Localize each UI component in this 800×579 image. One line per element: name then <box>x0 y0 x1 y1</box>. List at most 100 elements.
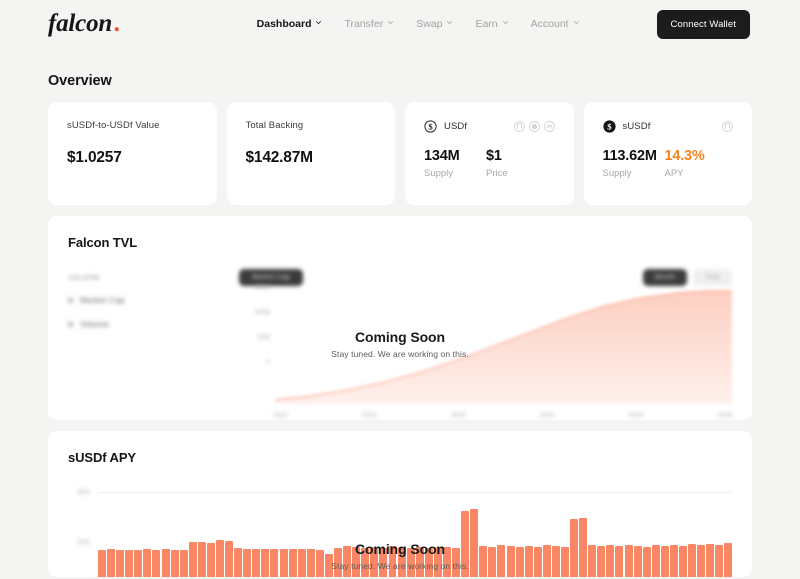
apy-bar <box>197 541 206 577</box>
apy-bar <box>615 546 624 577</box>
chart-title-apy: sUSDf APY <box>68 450 136 465</box>
apy-bar <box>651 545 660 577</box>
apy-bar <box>642 546 651 577</box>
apy-bar <box>588 545 597 577</box>
apy-bar <box>660 546 669 577</box>
connect-wallet-button[interactable]: Connect Wallet <box>656 10 750 39</box>
apy-bar <box>261 549 270 577</box>
apy-bar <box>143 549 152 577</box>
apy-bar <box>579 517 588 577</box>
legend-swatch-icon <box>68 297 73 303</box>
token-header: $ USDf <box>424 120 555 133</box>
apy-bar <box>152 549 161 577</box>
card-label: sUSDf-to-USDf Value <box>67 120 160 131</box>
dollar-coin-filled-icon: $ <box>602 120 616 133</box>
apy-bar <box>179 549 188 577</box>
svg-text:$: $ <box>428 121 433 131</box>
chevron-down-icon <box>573 19 580 26</box>
metric-value: 113.62M <box>602 148 657 164</box>
apy-bar <box>470 509 479 577</box>
chart-title-tvl: Falcon TVL <box>68 235 138 250</box>
nav-item-earn[interactable]: Earn <box>475 18 508 30</box>
falcon-tvl-card: Falcon TVL 142.87M Market Cap Volume Mar… <box>48 216 752 420</box>
metric-price: $1 Price <box>486 148 508 179</box>
legend-total-value: 142.87M <box>68 273 100 282</box>
tvl-range-toggles: Month Year <box>642 269 732 286</box>
chevron-down-icon <box>502 19 509 26</box>
tvl-range-month[interactable]: Month <box>642 269 688 286</box>
metric-value: $1 <box>486 148 502 164</box>
apy-bar <box>415 546 424 577</box>
y-tick: 50M <box>257 334 270 341</box>
apy-gridline <box>98 492 732 493</box>
apy-bar <box>406 548 415 577</box>
y-tick: 30% <box>76 489 90 496</box>
metric-label: Price <box>486 168 508 179</box>
apy-bar <box>161 549 170 577</box>
card-value: $1.0257 <box>67 149 122 166</box>
apy-bar <box>315 549 324 577</box>
apy-bar <box>243 548 252 577</box>
apy-bar <box>551 546 560 577</box>
nav-item-account[interactable]: Account <box>531 18 580 30</box>
x-tick: 2023 <box>361 412 377 419</box>
apy-bar <box>669 544 678 577</box>
apy-bar <box>524 545 533 577</box>
overview-cards: sUSDf-to-USDf Value $1.0257 Total Backin… <box>48 102 752 205</box>
apy-bar <box>479 545 488 577</box>
nav-label-earn: Earn <box>475 17 498 30</box>
token-name: USDf <box>444 121 468 132</box>
apy-bar <box>216 539 224 577</box>
chain-badge-icon <box>722 121 733 132</box>
card-value: $142.87M <box>245 149 314 166</box>
apy-bar <box>334 547 343 577</box>
nav-label-account: Account <box>530 17 569 30</box>
apy-bar <box>497 545 506 577</box>
apy-bar <box>252 548 261 577</box>
apy-bar <box>697 545 706 577</box>
logo-text: falcon <box>48 10 113 37</box>
apy-bar <box>624 544 633 577</box>
apy-bar <box>515 547 524 577</box>
metric-value: 14.3% <box>664 148 705 164</box>
chevron-down-icon <box>315 19 322 26</box>
legend-item-market-cap[interactable]: Market Cap <box>68 295 218 305</box>
apy-bar <box>597 546 606 577</box>
x-tick: 2024 <box>539 412 555 419</box>
nav-item-dashboard[interactable]: Dashboard <box>257 18 323 30</box>
apy-bar <box>116 550 125 577</box>
apy-bar <box>324 553 333 577</box>
svg-text:$: $ <box>607 122 612 132</box>
token-identity: $ USDf <box>424 120 467 133</box>
token-identity: $ sUSDf <box>602 120 651 133</box>
apy-bar <box>379 547 388 577</box>
nav-label-swap: Swap <box>416 17 443 30</box>
tvl-legend: 142.87M Market Cap Volume <box>68 273 218 343</box>
nav-item-swap[interactable]: Swap <box>416 18 453 30</box>
token-name: sUSDf <box>622 121 651 132</box>
y-tick: 10% <box>76 539 90 546</box>
apy-bar <box>506 546 515 577</box>
apy-bar <box>433 546 442 577</box>
falcon-logo[interactable]: falcon. <box>48 11 120 36</box>
apy-bar <box>134 550 143 577</box>
tvl-metric-toggle[interactable]: Market Cap <box>239 269 304 286</box>
chain-badges <box>513 121 555 132</box>
card-label: Total Backing <box>245 120 304 131</box>
legend-label: Volume <box>80 319 109 329</box>
tvl-range-year[interactable]: Year <box>693 269 732 286</box>
legend-item-volume[interactable]: Volume <box>68 319 218 329</box>
apy-bar <box>606 545 615 577</box>
y-tick: 150M <box>253 284 270 291</box>
card-usdf: $ USDf <box>405 102 574 205</box>
apy-bar-series <box>98 487 733 577</box>
apy-bar <box>633 545 642 577</box>
apy-bar <box>288 548 297 577</box>
y-tick: 0 <box>266 359 270 366</box>
token-header: $ sUSDf <box>602 120 734 133</box>
nav-label-transfer: Transfer <box>344 17 384 30</box>
legend-swatch-icon <box>68 321 73 327</box>
apy-bar <box>442 547 451 577</box>
apy-bar <box>688 544 697 577</box>
nav-item-transfer[interactable]: Transfer <box>344 18 394 30</box>
